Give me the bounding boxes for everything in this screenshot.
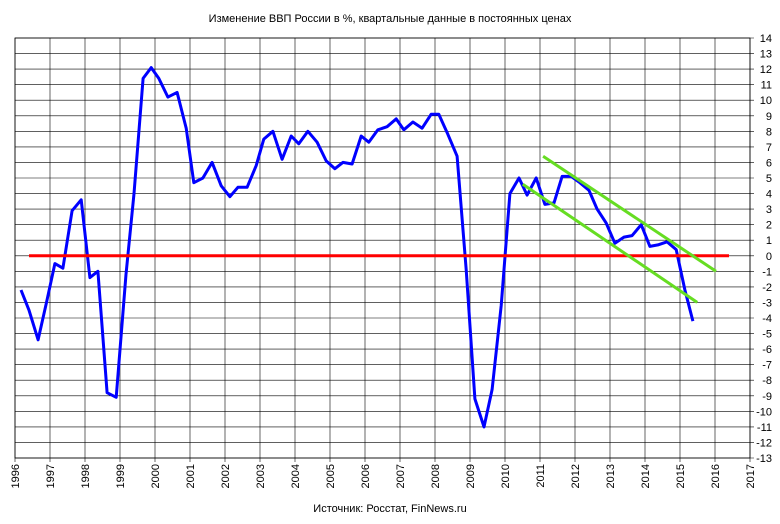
- y-tick-label: -6: [762, 344, 772, 356]
- y-tick-label: 8: [766, 126, 772, 138]
- x-tick-label: 2000: [150, 464, 162, 488]
- y-tick-label: 12: [760, 64, 772, 76]
- y-tick-label: -8: [762, 375, 772, 387]
- y-tick-label: -5: [762, 329, 772, 341]
- x-tick-label: 2001: [185, 464, 197, 488]
- x-tick-label: 2017: [745, 464, 757, 488]
- y-tick-label: 5: [766, 173, 772, 185]
- series-line: [542, 154, 717, 273]
- y-tick-label: -7: [762, 360, 772, 372]
- x-tick-label: 2015: [675, 464, 687, 488]
- y-tick-label: -10: [756, 406, 772, 418]
- y-tick-label: -4: [762, 313, 772, 325]
- series-line: [521, 182, 699, 304]
- y-tick-label: 1: [766, 235, 772, 247]
- y-tick-label: 11: [761, 80, 772, 92]
- source: Источник: Росстат, FinNews.ru: [313, 503, 466, 515]
- y-tick-label: 6: [766, 157, 772, 169]
- y-tick-label: 10: [760, 95, 772, 107]
- x-tick-label: 1999: [115, 464, 127, 488]
- chart-title: Изменение ВВП России в %, квартальные да…: [209, 13, 572, 25]
- x-tick-label: 2012: [570, 464, 582, 488]
- x-tick-label: 2006: [360, 464, 372, 488]
- y-tick-label: 14: [760, 33, 772, 45]
- x-tick-label: 1997: [45, 464, 57, 488]
- x-tick-label: 1998: [80, 464, 92, 488]
- y-tick-label: 7: [766, 142, 772, 154]
- x-tick-label: 2013: [605, 464, 617, 488]
- x-tick-label: 2011: [535, 464, 547, 488]
- x-tick-label: 2014: [640, 464, 652, 488]
- x-tick-label: 2007: [395, 464, 407, 488]
- series-line: [19, 66, 695, 429]
- y-tick-label: -3: [762, 297, 772, 309]
- y-tick-label: 3: [766, 204, 772, 216]
- y-tick-label: 13: [760, 49, 772, 61]
- x-tick-label: 2005: [325, 464, 337, 488]
- y-tick-label: 0: [766, 251, 772, 263]
- y-tick-label: -13: [756, 453, 772, 465]
- x-tick-label: 2002: [220, 464, 232, 488]
- y-tick-label: 2: [766, 220, 772, 232]
- y-tick-label: -1: [762, 266, 772, 278]
- x-tick-label: 2009: [465, 464, 477, 488]
- x-tick-label: 1996: [10, 464, 22, 488]
- x-tick-label: 2004: [290, 464, 302, 488]
- y-tick-label: -12: [756, 437, 772, 449]
- plot-area: [14, 37, 751, 459]
- y-tick-label: -11: [757, 422, 772, 434]
- x-tick-label: 2008: [430, 464, 442, 488]
- y-tick-label: 9: [766, 111, 772, 123]
- x-tick-label: 2016: [710, 464, 722, 488]
- x-tick-label: 2003: [255, 464, 267, 488]
- y-tick-label: -2: [762, 282, 772, 294]
- y-tick-label: -9: [762, 391, 772, 403]
- x-tick-label: 2010: [500, 464, 512, 488]
- y-tick-label: 4: [766, 189, 772, 201]
